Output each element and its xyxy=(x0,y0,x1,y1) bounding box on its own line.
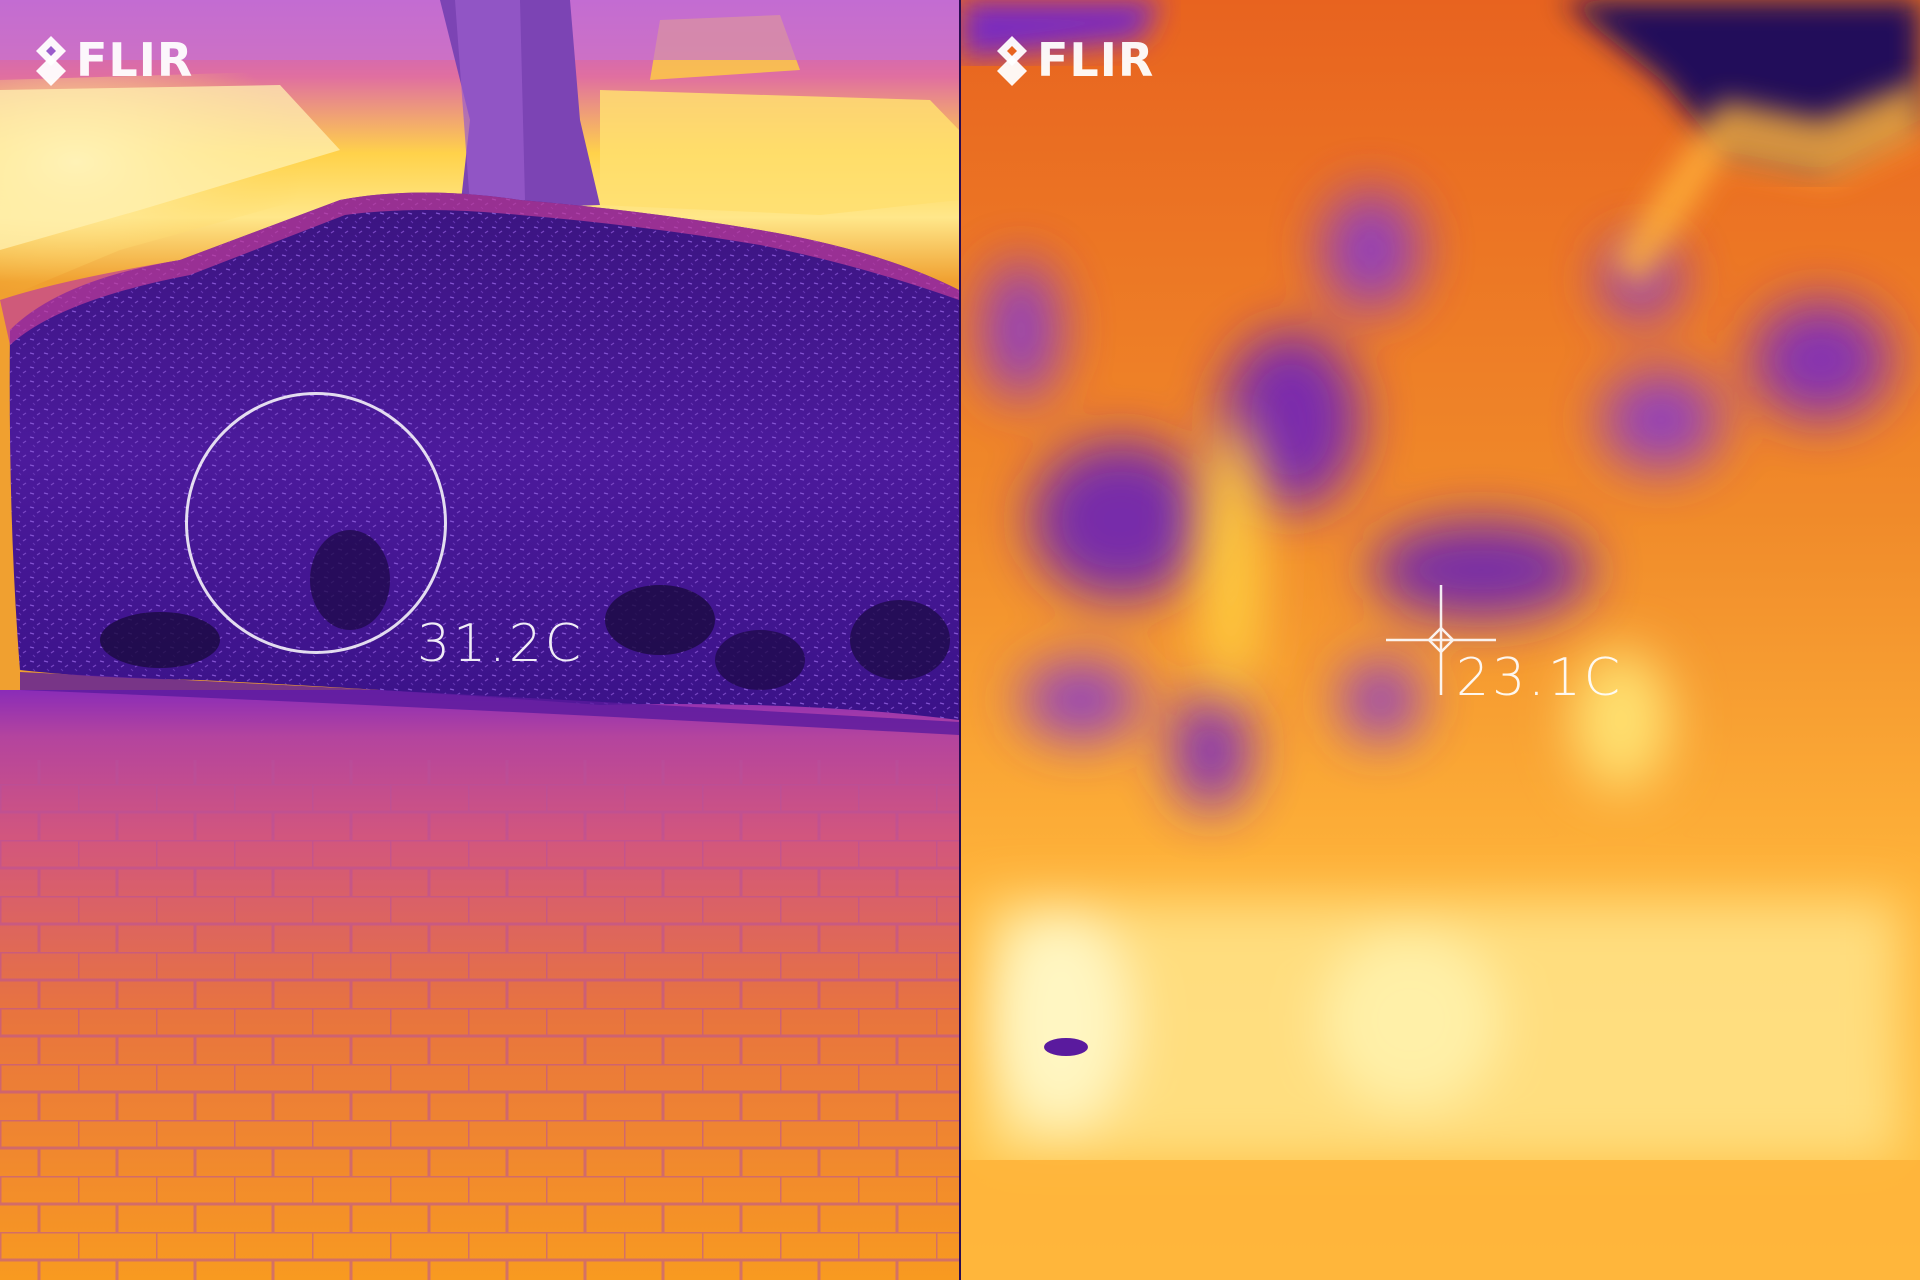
flir-logo-text: FLIR xyxy=(1037,33,1155,87)
right-thermal-image xyxy=(961,0,1920,1280)
temperature-readout: 31.2C xyxy=(417,614,585,674)
flir-diamond-icon xyxy=(36,36,66,86)
panel-divider xyxy=(959,0,961,1280)
flir-logo: FLIR xyxy=(993,32,1154,88)
crosshair-icon xyxy=(1386,585,1496,695)
spot-meter-circle-icon xyxy=(185,392,447,654)
temperature-readout: 23.1C xyxy=(1456,648,1624,708)
left-thermal-image xyxy=(0,0,959,1280)
left-thermal-panel: FLIR 31.2C xyxy=(0,0,959,1280)
flir-logo: FLIR xyxy=(32,32,193,88)
flir-diamond-icon xyxy=(997,36,1027,86)
right-thermal-panel: FLIR 23.1C xyxy=(961,0,1920,1280)
flir-logo-text: FLIR xyxy=(76,33,194,87)
